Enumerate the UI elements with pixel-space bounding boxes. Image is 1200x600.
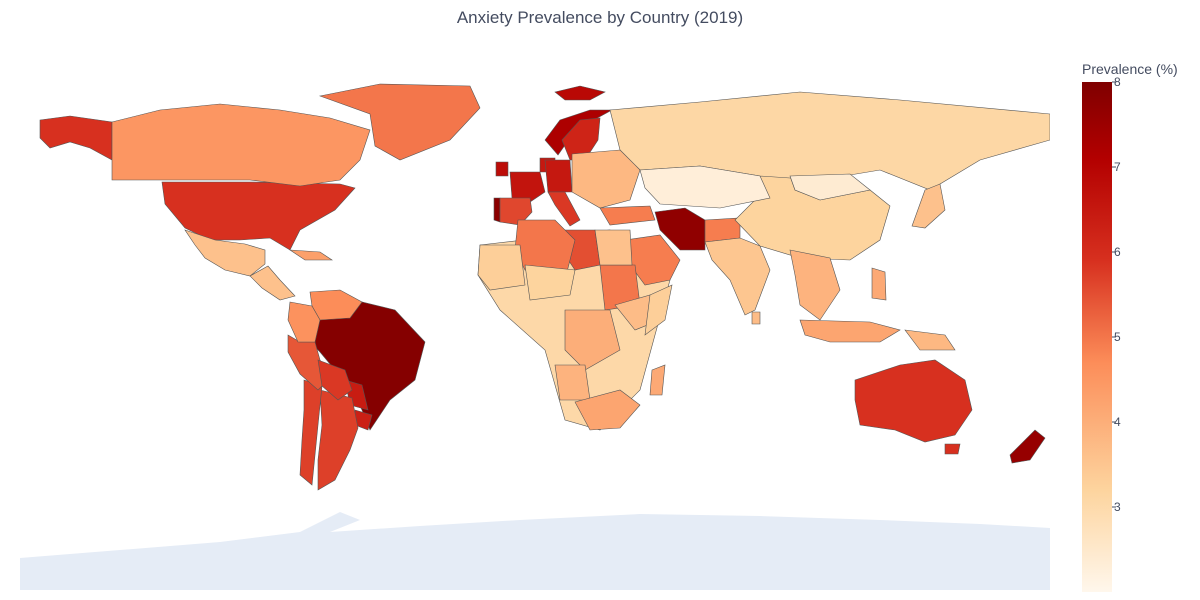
country-canada[interactable]: Canada: 4.5% bbox=[111, 103, 371, 187]
country-mali[interactable]: Mali: 3.3% bbox=[477, 244, 526, 291]
country-bolivia[interactable]: Bolivia: 5.8% bbox=[317, 359, 353, 401]
country-dr-congo[interactable]: DR Congo: 4% bbox=[564, 309, 621, 371]
country-colombia[interactable]: Colombia: 4.6% bbox=[287, 301, 321, 343]
colorbar-gradient bbox=[1082, 82, 1112, 592]
country-eastern-europe[interactable]: Eastern Europe: 3.8% bbox=[571, 149, 641, 209]
country-turkey[interactable]: Turkey: 4.9% bbox=[599, 205, 656, 226]
country-ireland[interactable]: Ireland: 6.8% bbox=[495, 161, 509, 177]
country-argentina[interactable]: Argentina: 5.7% bbox=[317, 389, 359, 491]
country-japan[interactable]: Japan: 3.6% bbox=[911, 183, 946, 229]
country-egypt[interactable]: Egypt: 3.6% bbox=[594, 229, 633, 266]
country-chile[interactable]: Chile: 5.7% bbox=[299, 379, 323, 486]
colorbar-tick-label: 8 bbox=[1114, 76, 1121, 89]
country-indonesia[interactable]: Indonesia: 4.2% bbox=[799, 319, 901, 343]
country-niger[interactable]: Niger: 3.2% bbox=[524, 264, 576, 301]
country-cuba[interactable]: Cuba: 4.3% bbox=[288, 249, 333, 261]
country-mexico[interactable]: Mexico: 3.6% bbox=[184, 229, 266, 277]
country-kazakhstan[interactable]: Kazakhstan: 2.3% bbox=[639, 165, 771, 209]
country-sri-lanka[interactable]: Sri Lanka: 3.7% bbox=[751, 311, 761, 325]
country-norway[interactable]: Norway: 7.2% bbox=[544, 109, 613, 156]
colorbar-tick-label: 6 bbox=[1114, 245, 1121, 259]
country-united-states[interactable]: United States: 5.9% bbox=[161, 181, 356, 251]
country-tasmania[interactable]: Tasmania: 5.9% bbox=[944, 443, 961, 455]
country-iran[interactable]: Iran: 7.7% bbox=[654, 207, 706, 251]
country-iceland[interactable]: Iceland: 6.9% bbox=[554, 85, 606, 101]
colorbar-title: Prevalence (%) bbox=[1082, 61, 1178, 77]
country-alaska[interactable]: Alaska: 5.9% bbox=[39, 115, 113, 161]
country-southeast-asia[interactable]: Southeast Asia: 3.9% bbox=[789, 249, 841, 321]
colorbar-tick-label: 5 bbox=[1114, 330, 1121, 344]
colorbar-tick-label: 3 bbox=[1114, 500, 1121, 514]
colorbar-tick-label: 4 bbox=[1114, 415, 1121, 429]
world-map[interactable]: Brazil: 7.9% Portugal: 7.8% Iran: 7.7% New … bbox=[0, 80, 1050, 590]
country-australia[interactable]: Australia: 5.9% bbox=[854, 359, 973, 443]
country-angola[interactable]: Angola: 3.9% bbox=[554, 364, 591, 401]
country-sweden[interactable]: Sweden: 6.2% bbox=[561, 117, 601, 161]
country-france[interactable]: France: 6.6% bbox=[509, 171, 546, 203]
chart-title: Anxiety Prevalence by Country (2019) bbox=[456, 8, 744, 27]
country-south-africa[interactable]: South Africa: 4.2% bbox=[574, 389, 641, 431]
country-madagascar[interactable]: Madagascar: 4.1% bbox=[649, 364, 666, 396]
country-mongolia[interactable]: Mongolia: 2.4% bbox=[789, 173, 871, 201]
country-new-zealand[interactable]: New Zealand: 7.6% bbox=[1009, 429, 1046, 464]
country-germany[interactable]: Germany: 6.5% bbox=[544, 159, 573, 193]
antarctica bbox=[20, 512, 1050, 590]
country-greenland[interactable]: Greenland: 5% bbox=[318, 83, 481, 161]
colorbar-tick-label: 7 bbox=[1114, 160, 1121, 174]
country-spain[interactable]: Spain: 5.6% bbox=[499, 197, 533, 226]
country-italy[interactable]: Italy: 5.8% bbox=[547, 191, 581, 227]
country-brazil[interactable]: Brazil: 7.9% bbox=[309, 301, 426, 431]
country-india[interactable]: India: 3.5% bbox=[704, 237, 771, 316]
country-central-america[interactable]: Central America: 3.6% bbox=[249, 265, 296, 301]
country-papua-new-guinea[interactable]: Papua New Guinea: 3.8% bbox=[904, 329, 956, 351]
country-portugal[interactable]: Portugal: 7.8% bbox=[493, 197, 501, 223]
colorbar: 3 4 5 6 7 8 bbox=[1082, 76, 1121, 592]
country-philippines[interactable]: Philippines: 4.1% bbox=[871, 267, 887, 301]
country-somalia[interactable]: Somalia: 3.3% bbox=[644, 284, 673, 336]
